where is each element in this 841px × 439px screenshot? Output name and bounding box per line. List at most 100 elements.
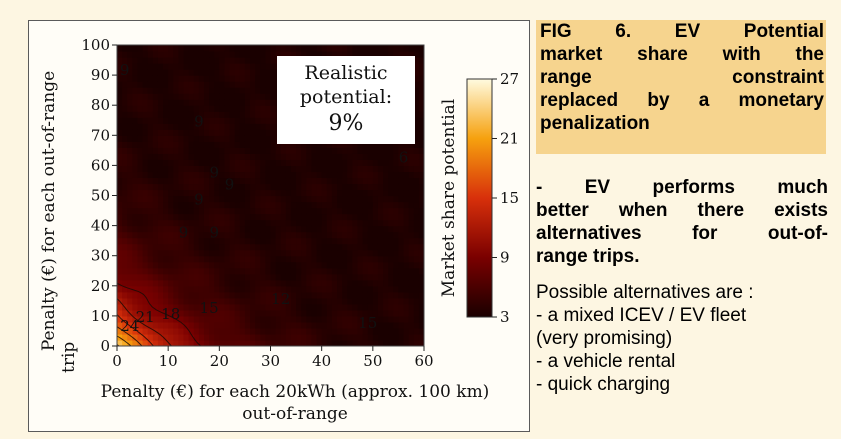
heatmap-cell: [280, 285, 287, 293]
heatmap-cell: [250, 165, 256, 173]
heatmap-cell: [168, 117, 174, 124]
heatmap-cell: [117, 159, 123, 166]
heatmap-cell: [157, 243, 164, 251]
heatmap-cell: [280, 237, 287, 245]
heatmap-cell: [255, 111, 261, 118]
heatmap-cell: [403, 141, 410, 148]
heatmap-cell: [209, 189, 215, 197]
heatmap-cell: [142, 51, 149, 58]
heatmap-cell: [198, 99, 205, 106]
heatmap-cell: [117, 261, 123, 269]
heatmap-cell: [152, 219, 159, 227]
heatmap-cell: [362, 141, 369, 148]
heatmap-cell: [377, 243, 384, 251]
heatmap-cell: [408, 231, 415, 239]
heatmap-cell: [377, 291, 384, 299]
conclusion-line: - EV performs much: [536, 177, 828, 198]
heatmap-cell: [142, 291, 149, 299]
heatmap-cell: [117, 243, 123, 251]
heatmap-cell: [265, 99, 272, 106]
heatmap-cell: [127, 225, 133, 233]
heatmap-cell: [260, 177, 266, 185]
heatmap-cell: [255, 285, 261, 293]
heatmap-cell: [337, 147, 343, 154]
heatmap-cell: [122, 237, 128, 245]
alternative-item: (very promising): [536, 328, 673, 349]
heatmap-cell: [157, 63, 164, 70]
heatmap-cell: [122, 339, 128, 346]
heatmap-cell: [296, 249, 302, 257]
heatmap-cell: [183, 177, 190, 185]
heatmap-cell: [127, 249, 133, 257]
heatmap-cell: [388, 189, 394, 197]
heatmap-cell: [306, 243, 313, 251]
heatmap-cell: [239, 195, 246, 203]
heatmap-cell: [408, 321, 415, 329]
heatmap-cell: [178, 249, 185, 257]
heatmap-cell: [168, 93, 174, 100]
heatmap-cell: [311, 171, 318, 179]
heatmap-cell: [285, 51, 292, 58]
heatmap-cell: [270, 153, 277, 160]
heatmap-cell: [157, 255, 164, 263]
heatmap-cell: [219, 129, 226, 136]
heatmap-cell: [301, 249, 307, 257]
heatmap-cell: [234, 291, 241, 299]
heatmap-cell: [342, 147, 348, 154]
heatmap-cell: [285, 285, 292, 293]
heatmap-cell: [270, 267, 277, 275]
heatmap-cell: [393, 219, 400, 227]
heatmap-cell: [152, 129, 159, 136]
heatmap-cell: [239, 99, 246, 106]
heatmap-cell: [239, 201, 246, 209]
heatmap-cell: [122, 291, 128, 299]
heatmap-cell: [132, 165, 139, 173]
heatmap-cell: [203, 183, 210, 191]
heatmap-cell: [270, 99, 277, 106]
heatmap-cell: [193, 93, 200, 100]
heatmap-cell: [296, 267, 302, 275]
heatmap-cell: [219, 321, 226, 329]
heatmap-cell: [173, 63, 179, 70]
heatmap-cell: [193, 141, 200, 148]
heatmap-cell: [224, 105, 231, 112]
heatmap-cell: [244, 297, 251, 305]
heatmap-cell: [270, 75, 277, 82]
heatmap-cell: [326, 261, 333, 269]
heatmap-cell: [270, 51, 277, 58]
heatmap-cell: [347, 51, 353, 58]
heatmap-cell: [398, 177, 405, 185]
heatmap-cell: [203, 75, 210, 82]
heatmap-cell: [255, 75, 261, 82]
heatmap-cell: [337, 189, 343, 197]
heatmap-cell: [403, 213, 410, 221]
heatmap-cell: [183, 201, 190, 209]
heatmap-cell: [209, 243, 215, 251]
heatmap-cell: [296, 303, 302, 311]
heatmap-cell: [418, 339, 424, 346]
heatmap-cell: [178, 141, 185, 148]
heatmap-cell: [321, 225, 328, 233]
heatmap-cell: [377, 303, 384, 311]
heatmap-cell: [163, 141, 169, 148]
heatmap-cell: [209, 57, 215, 64]
heatmap-cell: [214, 231, 220, 239]
heatmap-cell: [260, 123, 266, 130]
heatmap-cell: [178, 153, 185, 160]
heatmap-cell: [413, 177, 420, 185]
heatmap-cell: [367, 249, 374, 257]
heatmap-cell: [316, 189, 323, 197]
heatmap-cell: [377, 339, 384, 346]
heatmap-cell: [147, 63, 154, 70]
heatmap-cell: [290, 261, 297, 269]
heatmap-cell: [229, 285, 236, 293]
heatmap-cell: [326, 231, 333, 239]
heatmap-cell: [301, 327, 307, 335]
heatmap-cell: [132, 153, 139, 160]
heatmap-cell: [203, 339, 210, 346]
heatmap-cell: [122, 219, 128, 227]
heatmap-cell: [157, 159, 164, 166]
heatmap-cell: [250, 63, 256, 70]
heatmap-cell: [418, 207, 424, 215]
heatmap-cell: [321, 207, 328, 215]
